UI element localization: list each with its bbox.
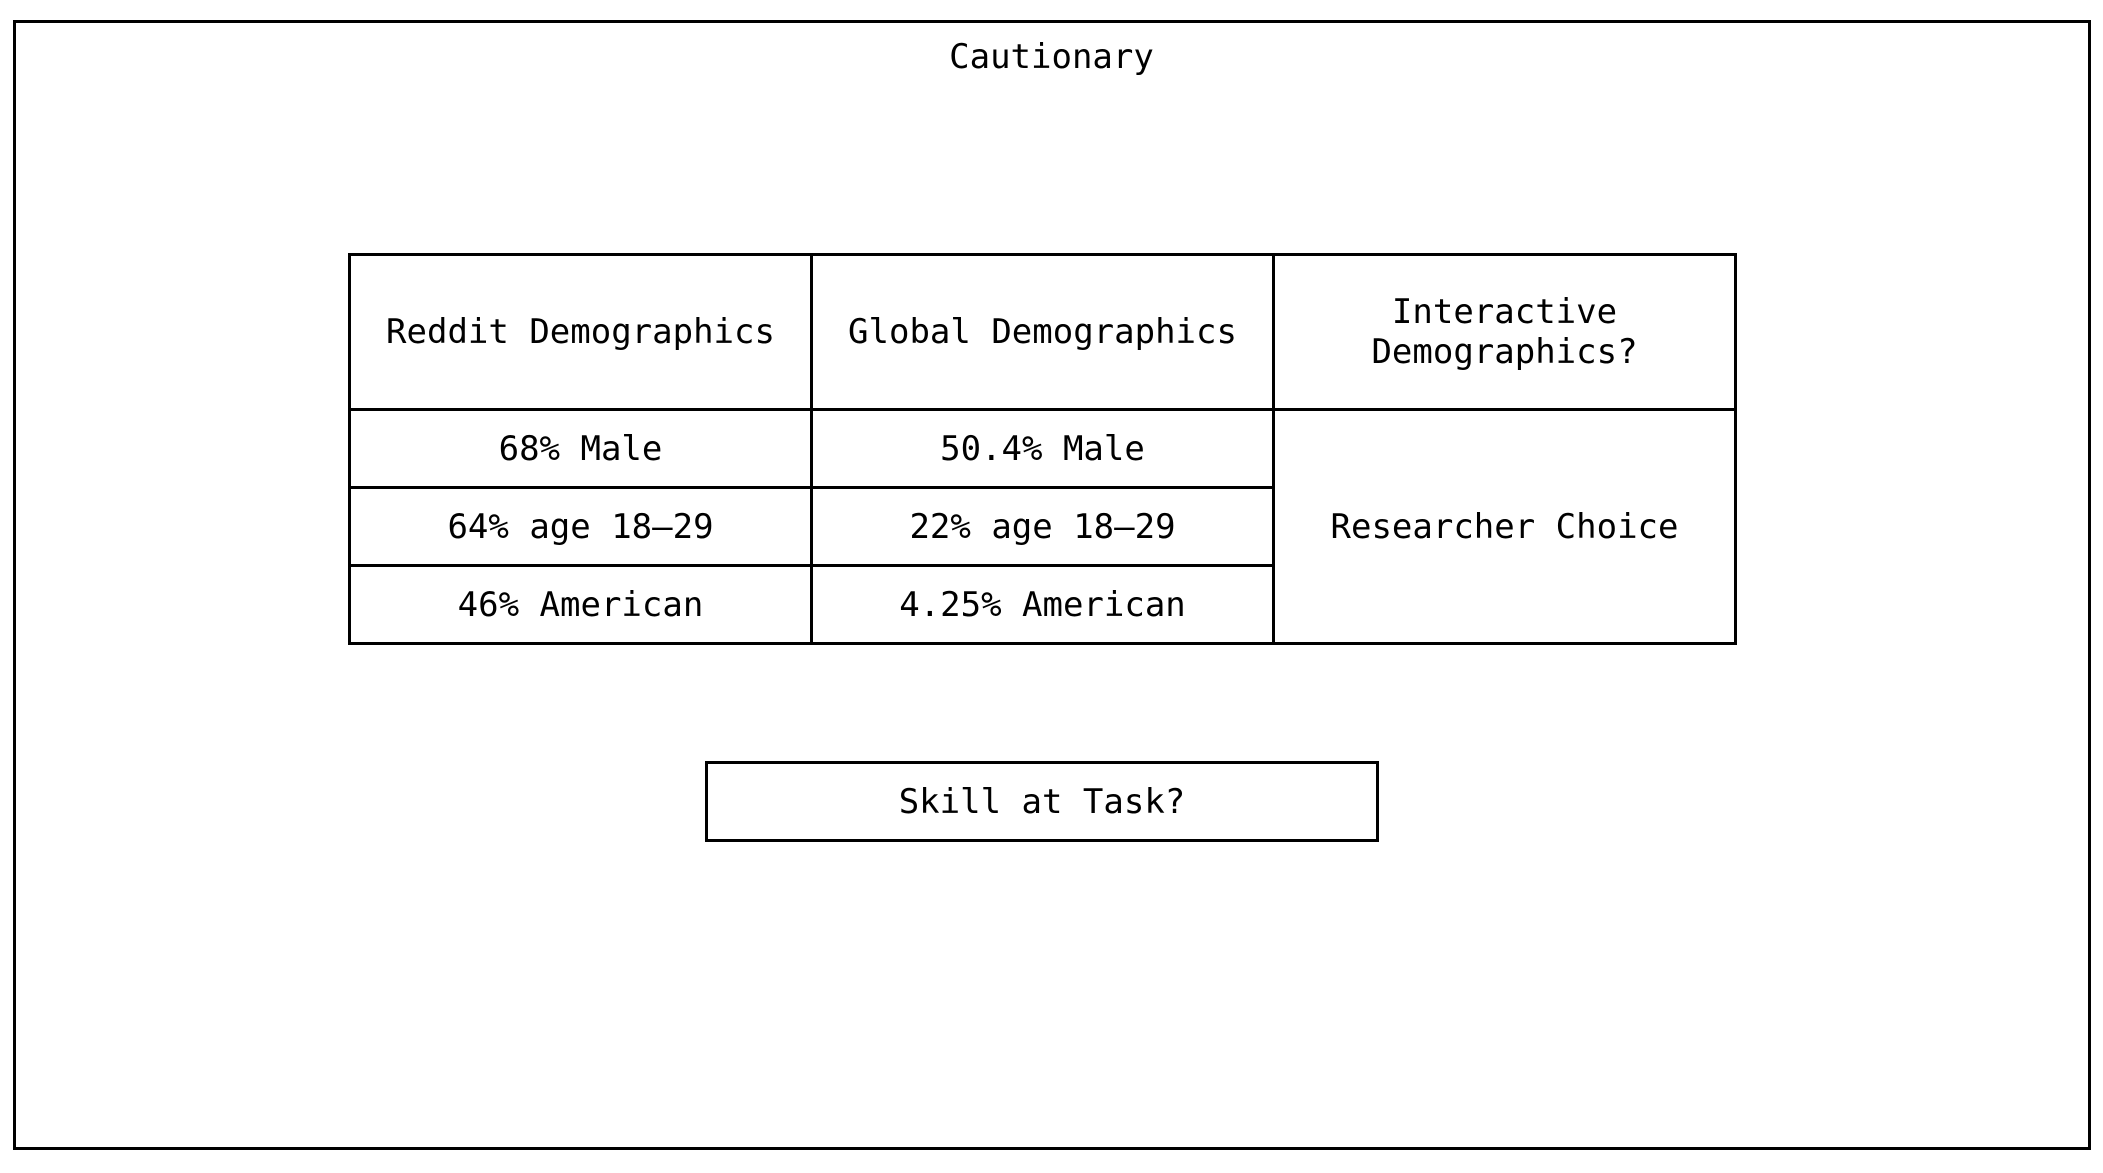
table-row: 46% American 4.25% American [348,564,1736,645]
reddit-american-cell: 46% American [348,564,813,645]
interactive-researcher-choice-cell: Researcher Choice [1272,408,1737,645]
table-row: 68% Male 50.4% Male Researcher Choice [348,408,1737,645]
skill-at-task-box: Skill at Task? [705,761,1379,842]
outer-frame [13,20,2091,1150]
page-title: Cautionary [949,37,1154,77]
global-american-cell: 4.25% American [810,564,1275,645]
reddit-male-cell: 68% Male [348,408,813,489]
reddit-age-cell: 64% age 18–29 [348,486,813,567]
global-age-cell: 22% age 18–29 [810,486,1275,567]
header-reddit-demographics: Reddit Demographics [348,253,813,411]
header-global-demographics: Global Demographics [810,253,1275,411]
table-header-row: Reddit Demographics Global Demographics … [348,253,1737,411]
header-interactive-demographics: Interactive Demographics? [1272,253,1737,411]
demographics-table: Reddit Demographics Global Demographics … [348,253,1737,645]
global-male-cell: 50.4% Male [810,408,1275,489]
table-row: 64% age 18–29 22% age 18–29 [348,486,1736,567]
